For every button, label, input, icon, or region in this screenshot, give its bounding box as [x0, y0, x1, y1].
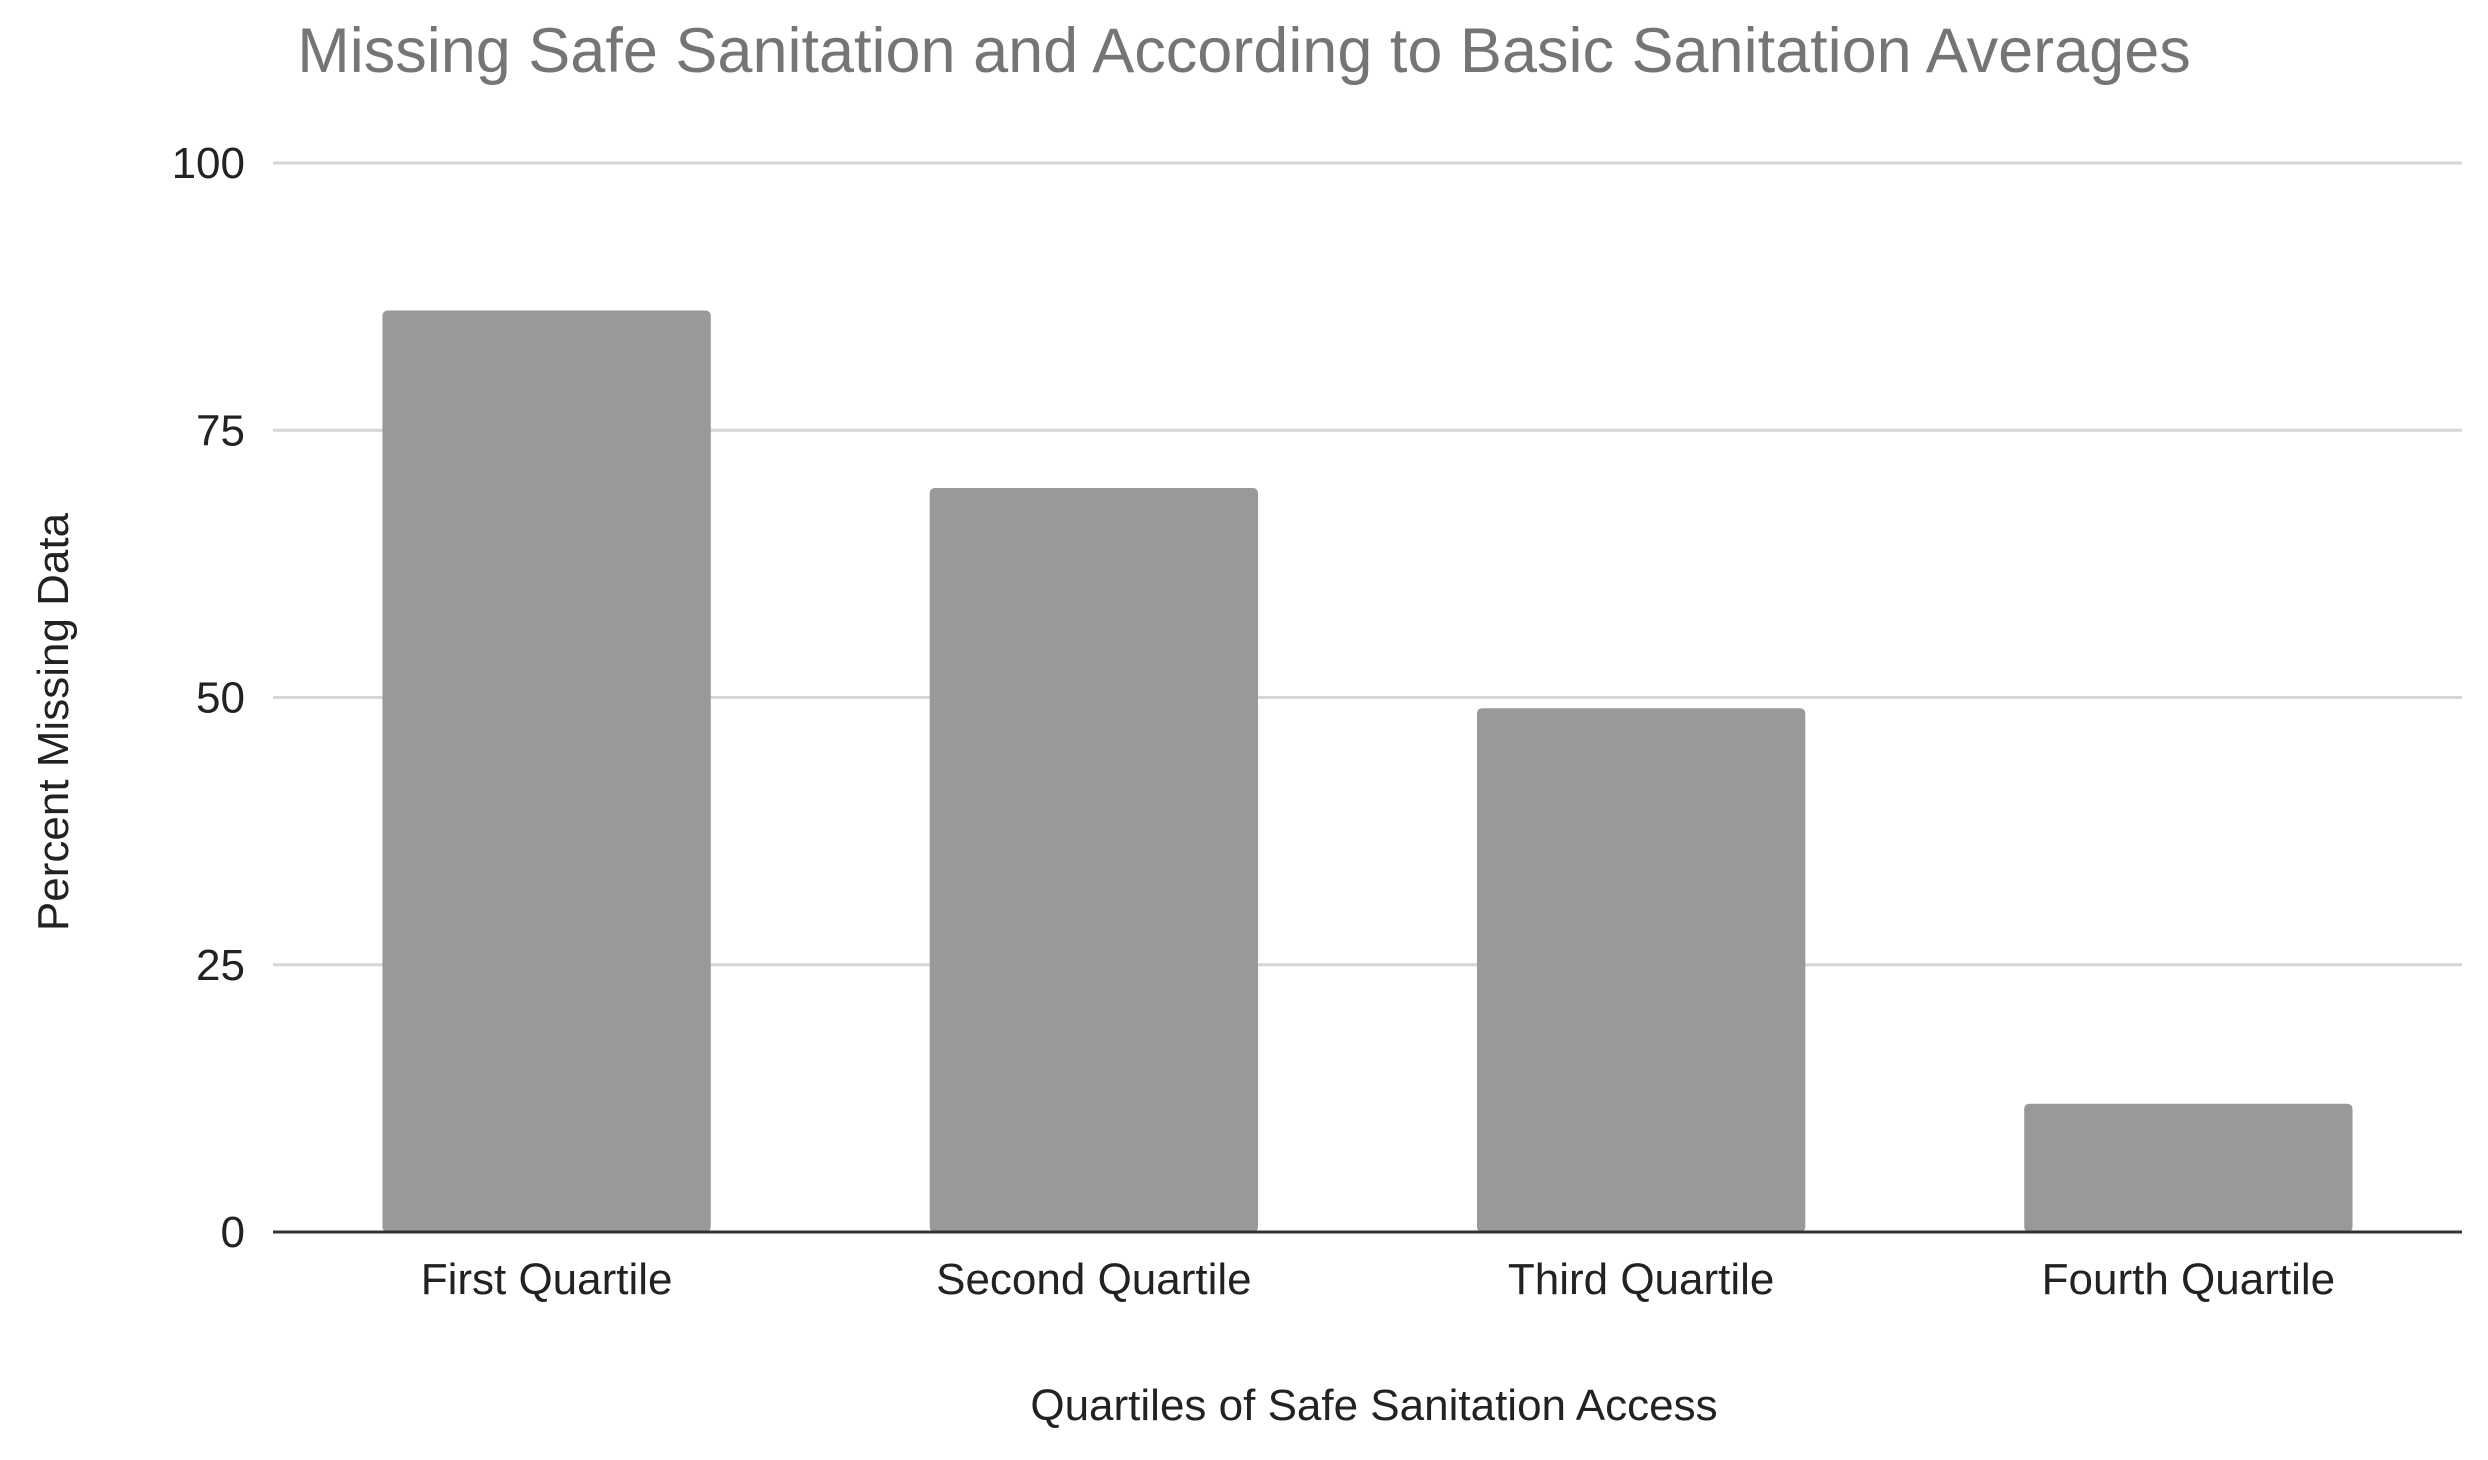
x-tick-label: First Quartile — [421, 1255, 673, 1304]
bar-third-quartile — [1476, 708, 1806, 1232]
chart-title: Missing Safe Sanitation and According to… — [297, 16, 2191, 86]
x-tick-labels: First Quartile Second Quartile Third Quart… — [421, 1255, 2335, 1304]
y-tick-label: 50 — [196, 674, 245, 723]
x-axis-title: Quartiles of Safe Sanitation Access — [1030, 1381, 1717, 1430]
bar-first-quartile — [382, 310, 711, 1233]
bar-fourth-quartile — [2024, 1103, 2353, 1232]
x-tick-label: Third Quartile — [1508, 1255, 1775, 1304]
bars — [382, 310, 2353, 1233]
bar-second-quartile — [929, 487, 1259, 1232]
x-tick-label: Fourth Quartile — [2042, 1255, 2335, 1304]
y-tick-label: 100 — [172, 139, 245, 188]
y-tick-labels: 0 25 50 75 100 — [172, 139, 245, 1257]
y-tick-label: 0 — [221, 1208, 245, 1257]
y-axis-title: Percent Missing Data — [29, 512, 78, 931]
x-tick-label: Second Quartile — [936, 1255, 1252, 1304]
y-tick-label: 75 — [196, 406, 245, 455]
y-tick-label: 25 — [196, 941, 245, 990]
